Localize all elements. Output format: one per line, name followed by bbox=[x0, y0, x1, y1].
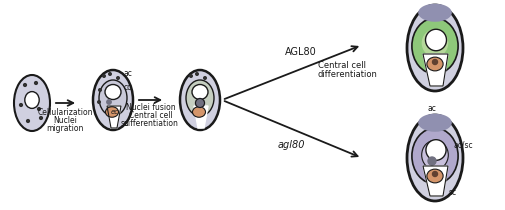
Circle shape bbox=[97, 101, 100, 103]
Text: Nuclei: Nuclei bbox=[53, 116, 77, 125]
Ellipse shape bbox=[105, 84, 121, 100]
Text: migration: migration bbox=[46, 124, 84, 133]
Text: sc: sc bbox=[121, 119, 129, 128]
Text: agl80: agl80 bbox=[278, 140, 306, 150]
Text: Central cell: Central cell bbox=[318, 61, 366, 70]
Circle shape bbox=[428, 157, 436, 165]
Ellipse shape bbox=[192, 107, 206, 117]
Ellipse shape bbox=[106, 107, 119, 117]
Circle shape bbox=[195, 98, 205, 108]
Ellipse shape bbox=[192, 84, 208, 100]
Ellipse shape bbox=[407, 5, 463, 91]
Text: ac: ac bbox=[124, 69, 133, 78]
Text: Cellularization: Cellularization bbox=[37, 108, 93, 117]
Circle shape bbox=[27, 120, 29, 122]
Ellipse shape bbox=[418, 114, 452, 132]
Ellipse shape bbox=[186, 80, 214, 116]
Circle shape bbox=[24, 84, 26, 86]
Ellipse shape bbox=[426, 140, 446, 160]
Circle shape bbox=[35, 82, 37, 84]
Polygon shape bbox=[194, 106, 208, 128]
Text: ac: ac bbox=[427, 104, 436, 113]
Polygon shape bbox=[107, 106, 121, 128]
Ellipse shape bbox=[422, 140, 448, 170]
Ellipse shape bbox=[422, 29, 448, 57]
Circle shape bbox=[190, 75, 192, 77]
Circle shape bbox=[117, 77, 119, 79]
Ellipse shape bbox=[418, 4, 452, 22]
Circle shape bbox=[432, 59, 437, 64]
Circle shape bbox=[103, 75, 106, 77]
Ellipse shape bbox=[412, 18, 458, 74]
Text: differentiation: differentiation bbox=[318, 70, 378, 79]
Polygon shape bbox=[423, 166, 448, 196]
Circle shape bbox=[204, 77, 207, 79]
Text: ac/sc: ac/sc bbox=[453, 141, 473, 150]
Circle shape bbox=[109, 73, 111, 75]
Ellipse shape bbox=[180, 70, 220, 130]
Text: Nuclei fusion: Nuclei fusion bbox=[126, 103, 176, 112]
Ellipse shape bbox=[427, 169, 443, 183]
Ellipse shape bbox=[407, 115, 463, 201]
Ellipse shape bbox=[99, 80, 127, 116]
Ellipse shape bbox=[426, 29, 446, 51]
Text: Central cell: Central cell bbox=[129, 111, 173, 120]
Polygon shape bbox=[423, 54, 448, 86]
Ellipse shape bbox=[427, 57, 443, 71]
Circle shape bbox=[432, 172, 437, 176]
Text: cc: cc bbox=[124, 83, 132, 92]
Circle shape bbox=[37, 108, 40, 110]
Text: differentiation: differentiation bbox=[124, 119, 178, 128]
Text: ec: ec bbox=[111, 109, 119, 115]
Ellipse shape bbox=[93, 70, 133, 130]
Ellipse shape bbox=[412, 128, 458, 184]
Circle shape bbox=[196, 73, 198, 75]
Circle shape bbox=[107, 100, 111, 104]
Circle shape bbox=[98, 89, 102, 91]
Ellipse shape bbox=[25, 92, 39, 108]
Text: sc: sc bbox=[449, 188, 457, 197]
Ellipse shape bbox=[14, 75, 50, 131]
Text: AGL80: AGL80 bbox=[285, 47, 317, 57]
Circle shape bbox=[39, 117, 42, 119]
Circle shape bbox=[20, 104, 22, 106]
